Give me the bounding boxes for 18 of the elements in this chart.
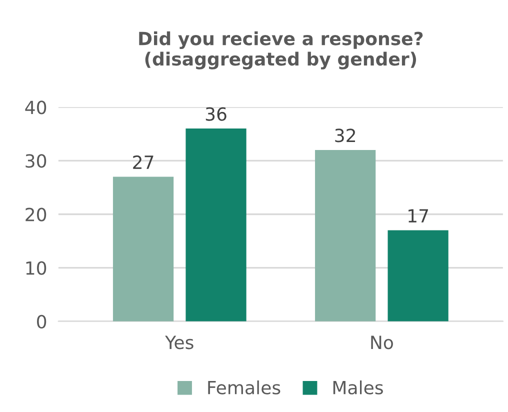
y-tick-label: 40 — [25, 100, 46, 114]
chart-title: Did you recieve a response? (disaggregated by gender) — [139, 31, 423, 70]
bar — [112, 176, 174, 322]
bar — [315, 150, 376, 322]
bar — [186, 128, 246, 322]
legend-label: Males — [333, 380, 383, 394]
x-tick-label: Yes — [165, 336, 194, 350]
x-tick-label: No — [371, 336, 393, 350]
data-label: 17 — [408, 209, 428, 222]
bar — [388, 230, 448, 322]
y-tick-label: 30 — [26, 154, 46, 168]
y-tick-label: 20 — [26, 208, 46, 222]
data-label: 32 — [335, 128, 356, 142]
data-label: 27 — [133, 155, 154, 169]
data-label: 36 — [206, 107, 226, 121]
y-tick-label: 10 — [26, 261, 46, 275]
legend-label: Females — [208, 380, 280, 394]
y-tick-label: 0 — [37, 314, 46, 328]
